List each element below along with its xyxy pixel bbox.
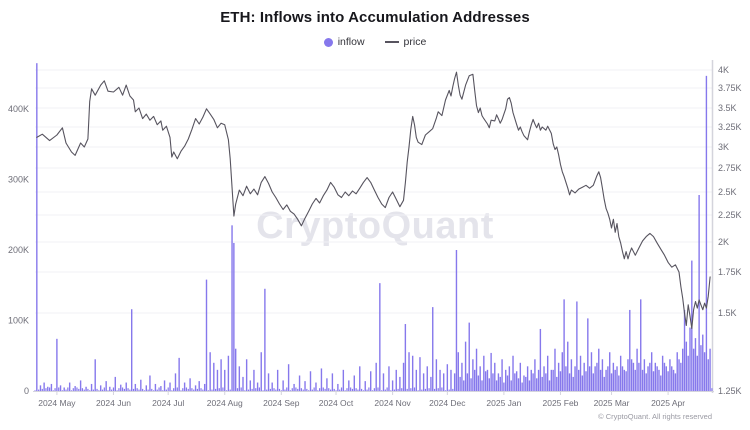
svg-text:2025 Jan: 2025 Jan [486,398,521,408]
svg-text:300K: 300K [8,175,29,185]
svg-text:2025 Feb: 2025 Feb [542,398,578,408]
svg-text:3.75K: 3.75K [718,83,742,93]
axes [33,60,714,393]
svg-text:1.5K: 1.5K [718,308,737,318]
svg-text:3.25K: 3.25K [718,122,742,132]
inflow-marker-icon [323,37,333,47]
svg-text:2.75K: 2.75K [718,163,742,173]
svg-text:2024 May: 2024 May [38,398,76,408]
inflow-bars-series[interactable] [36,63,711,392]
svg-text:100K: 100K [8,316,29,326]
svg-text:200K: 200K [8,245,29,255]
inflow-baseline-stubs [34,387,713,391]
svg-text:2024 Oct: 2024 Oct [319,398,354,408]
x-axis-labels: 2024 May 2024 Jun 2024 Jul 2024 Aug 2024 Sep… [38,392,685,408]
svg-text:2025 Apr: 2025 Apr [651,398,685,408]
svg-text:1.25K: 1.25K [718,386,742,396]
svg-text:2025 Mar: 2025 Mar [594,398,630,408]
legend-item-inflow[interactable]: inflow [323,36,365,48]
price-line-series[interactable] [36,71,711,330]
svg-text:2024 Nov: 2024 Nov [374,398,411,408]
right-axis-labels: 4K 3.75K 3.5K 3.25K 3K 2.75K 2.5K 2.25K 2K 1.75K 1… [718,65,742,396]
svg-text:2024 Jun: 2024 Jun [96,398,131,408]
legend-item-price[interactable]: price [384,36,427,48]
svg-text:2024 Sep: 2024 Sep [263,398,300,408]
svg-text:2K: 2K [718,237,729,247]
svg-text:0: 0 [24,386,29,396]
svg-text:3K: 3K [718,142,729,152]
svg-text:1.75K: 1.75K [718,267,742,277]
legend-label-inflow: inflow [337,36,365,48]
svg-text:4K: 4K [718,65,729,75]
svg-text:400K: 400K [8,104,29,114]
chart-title: ETH: Inflows into Accumulation Addresses [220,9,530,26]
svg-text:2.5K: 2.5K [718,187,737,197]
price-marker-icon [384,41,399,43]
copyright-text: © CryptoQuant. All rights reserved [598,412,712,421]
svg-text:3.5K: 3.5K [718,103,737,113]
left-axis-labels: 0 100K 200K 300K 400K [8,104,29,396]
chart-legend: inflow price [0,36,750,48]
legend-label-price: price [403,36,427,48]
svg-text:2024 Dec: 2024 Dec [429,398,466,408]
svg-text:2024 Aug: 2024 Aug [207,398,243,408]
svg-text:2.25K: 2.25K [718,210,742,220]
svg-text:2024 Jul: 2024 Jul [152,398,184,408]
gridlines [35,69,712,314]
